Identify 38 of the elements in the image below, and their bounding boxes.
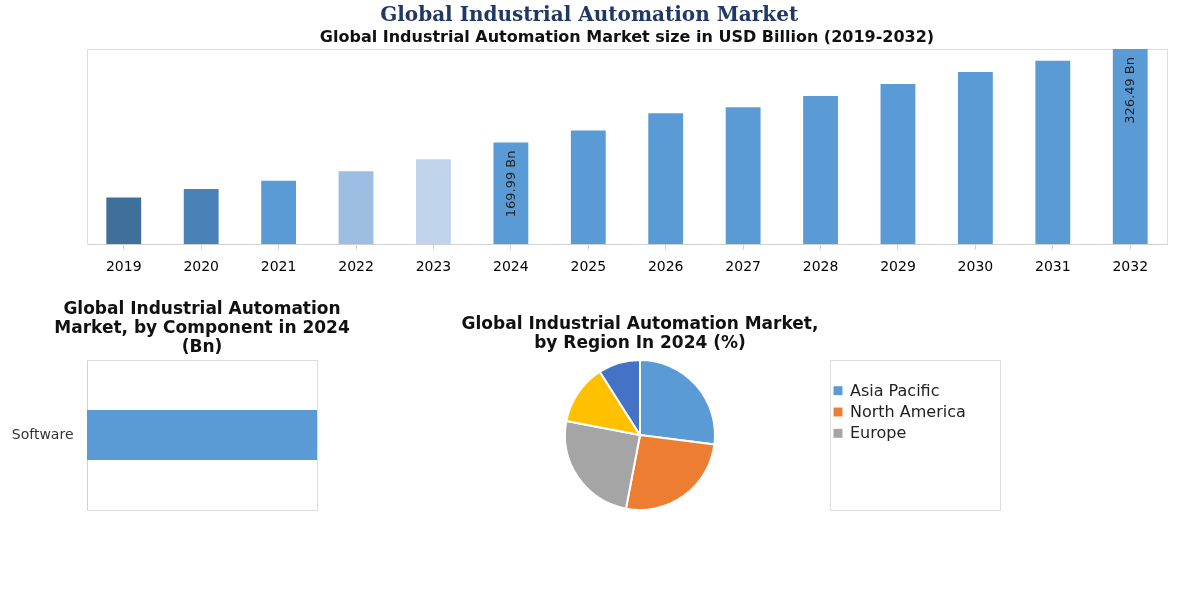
x-tick-label: 2019 [105, 257, 142, 274]
text: Global Industrial Automation Market [380, 1, 799, 26]
x-tick-label: 2024 [493, 257, 529, 274]
bar [261, 180, 297, 244]
bar [183, 189, 219, 244]
chart-title: Global Industrial Automation Market, by Component in 2024 (Bn) [54, 298, 350, 356]
bar [648, 113, 684, 244]
chart-title: Global Industrial Automation Market, by Region In 2024 (%) [461, 313, 819, 352]
data-label: 169.99 Bn [502, 150, 518, 218]
bar [1112, 49, 1148, 244]
bar [416, 159, 451, 244]
x-tick-label: 2031 [1034, 257, 1071, 274]
y-tick-label: Software [11, 426, 74, 442]
x-tick-label: 2021 [260, 257, 297, 274]
bar [725, 107, 761, 244]
legend-label: Europe [850, 423, 907, 443]
x-tick-label: 2029 [880, 257, 916, 274]
x-tick-label: 2030 [957, 257, 994, 274]
bar [493, 142, 529, 244]
bar [803, 95, 838, 244]
x-tick-label: 2022 [338, 257, 374, 274]
data-label: 326.49 Bn [1122, 57, 1138, 124]
x-tick-label: 2028 [802, 257, 839, 274]
bar [880, 83, 916, 244]
bar [957, 71, 993, 244]
x-tick-label: 2023 [415, 257, 452, 274]
x-tick-label: 2032 [1112, 257, 1149, 274]
legend-label: Asia Pacific [850, 380, 940, 400]
x-tick-label: 2025 [570, 257, 607, 274]
chart-title: Global Industrial Automation Market size in USD Billion (2019-2032) [319, 27, 935, 46]
x-tick-label: 2026 [647, 257, 684, 274]
legend-label: North America [850, 402, 966, 421]
bar [1035, 60, 1071, 244]
bar [338, 171, 374, 244]
x-tick-label: 2020 [183, 257, 220, 274]
bar [570, 130, 606, 244]
bar [106, 197, 142, 244]
x-tick-label: 2027 [725, 257, 761, 274]
